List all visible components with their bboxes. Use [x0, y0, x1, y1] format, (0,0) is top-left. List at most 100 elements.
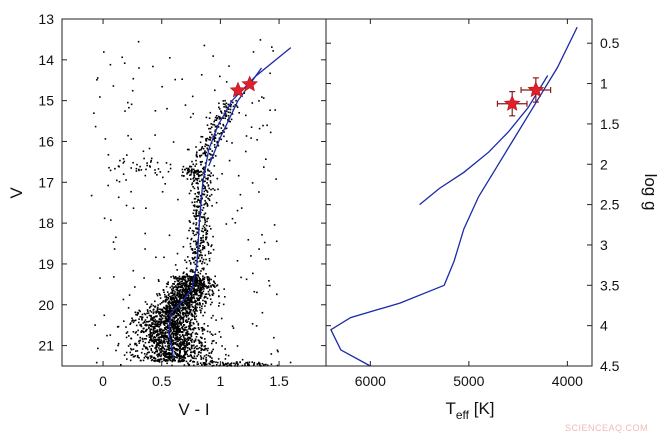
field-star-point [159, 340, 161, 343]
field-star-point [206, 241, 209, 244]
field-star-point [190, 295, 193, 298]
field-star-point [151, 322, 153, 324]
field-star-point [144, 321, 146, 324]
field-star-point [164, 313, 167, 315]
field-star-point [175, 316, 178, 318]
field-star-point [262, 364, 265, 367]
field-star-point [171, 357, 173, 359]
field-star-point [127, 101, 129, 104]
field-star-point [193, 307, 196, 310]
field-star-point [182, 360, 184, 362]
field-star-point [241, 364, 244, 367]
field-star-point [182, 307, 184, 309]
field-star-point [202, 247, 204, 249]
field-star-point [188, 317, 190, 320]
field-star-point [146, 324, 148, 326]
field-star-point [192, 212, 195, 215]
field-star-point [261, 311, 264, 314]
field-star-point [171, 318, 173, 321]
field-star-point [194, 251, 196, 253]
field-star-point [203, 166, 205, 169]
field-star-point [200, 242, 202, 244]
field-star-point [190, 328, 192, 331]
field-star-point [197, 271, 200, 274]
field-star-point [170, 297, 173, 300]
field-star-point [176, 343, 179, 345]
field-star-point [132, 321, 135, 324]
field-star-point [191, 160, 193, 163]
field-star-point [185, 285, 188, 288]
field-star-point [140, 351, 143, 354]
field-star-point [125, 326, 127, 328]
field-star-point [156, 344, 159, 346]
field-star-point [171, 304, 174, 307]
field-star-point [276, 293, 278, 296]
field-star-point [193, 290, 195, 292]
field-star-point [193, 284, 195, 286]
field-star-point [161, 85, 163, 88]
field-star-point [263, 166, 265, 168]
field-star-point [186, 297, 189, 299]
field-star-point [201, 257, 203, 259]
field-star-point [181, 343, 184, 346]
field-star-point [122, 162, 125, 164]
field-star-point [196, 363, 199, 365]
field-star-point [217, 361, 219, 364]
field-star-point [224, 99, 226, 102]
field-star-point [153, 352, 156, 355]
field-star-point [179, 345, 181, 347]
field-star-point [201, 216, 204, 219]
field-star-point [228, 364, 231, 366]
field-star-point [200, 352, 202, 354]
field-star-point [210, 285, 212, 287]
field-star-point [215, 319, 217, 321]
field-star-point [137, 329, 139, 332]
field-star-point [169, 331, 171, 334]
field-star-point [152, 329, 155, 331]
field-star-point [189, 321, 191, 323]
field-star-point [160, 311, 162, 314]
field-star-point [179, 311, 181, 314]
field-star-point [200, 204, 203, 207]
field-star-point [185, 326, 188, 328]
field-star-point [171, 332, 174, 335]
field-star-point [149, 339, 151, 341]
field-star-point [183, 307, 186, 309]
field-star-point [183, 342, 186, 345]
field-star-point [165, 338, 167, 341]
field-star-point [266, 364, 269, 366]
field-star-point [157, 304, 159, 306]
field-star-point [194, 165, 196, 167]
field-star-point [159, 348, 162, 350]
right-isochrone-lines [330, 26, 578, 367]
field-star-point [212, 284, 215, 286]
field-star-point [210, 126, 213, 128]
field-star-point [138, 318, 140, 320]
field-star-point [175, 343, 178, 346]
field-star-point [145, 323, 147, 326]
field-star-point [162, 329, 165, 332]
field-star-point [162, 176, 164, 179]
field-star-point [223, 131, 225, 133]
field-star-point [200, 135, 202, 138]
field-star-point [151, 356, 153, 358]
field-star-point [204, 162, 207, 164]
field-star-point [147, 312, 150, 314]
field-star-point [130, 167, 132, 169]
field-star-point [166, 299, 168, 301]
field-star-point [152, 339, 154, 341]
field-star-point [224, 358, 227, 360]
field-star-point [196, 209, 198, 211]
field-star-point [198, 341, 201, 344]
field-star-point [196, 310, 198, 312]
field-star-point [131, 319, 134, 321]
field-star-point [230, 364, 232, 367]
field-star-point [156, 293, 158, 295]
field-star-point [203, 328, 205, 330]
field-star-point [142, 340, 144, 343]
field-star-point [195, 224, 197, 226]
field-star-point [206, 229, 208, 232]
field-star-point [127, 345, 130, 347]
field-star-point [146, 162, 148, 164]
